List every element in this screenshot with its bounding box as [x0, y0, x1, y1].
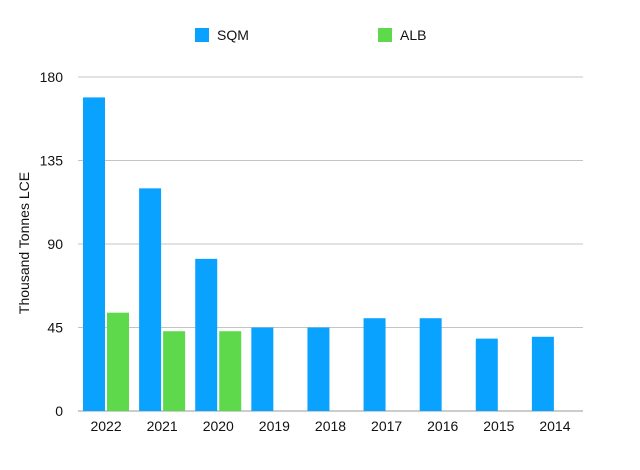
bar-sqm-2015	[475, 338, 498, 411]
x-axis-ticks: 2022 2021 2020 2019 2018 2017 2016 2015 2014	[90, 418, 570, 434]
bar-sqm-2020	[195, 258, 218, 411]
bar-sqm-2016	[419, 318, 442, 411]
bar-sqm-2022	[83, 97, 105, 412]
x-tick-label: 2016	[427, 418, 458, 434]
y-axis-ticks: 0 45 90 135 180	[40, 69, 64, 419]
bar-alb-2020	[219, 331, 242, 411]
bar-sqm-2018	[307, 327, 330, 411]
bar-alb-2022	[107, 312, 129, 411]
bar-sqm-2017	[363, 318, 386, 411]
legend-swatch-sqm	[195, 28, 209, 42]
legend-label-alb: ALB	[400, 27, 426, 43]
bar-sqm-2019	[251, 327, 274, 411]
legend-label-sqm: SQM	[217, 27, 249, 43]
legend: SQM ALB	[195, 27, 426, 43]
x-tick-label: 2021	[147, 418, 178, 434]
x-tick-label: 2014	[539, 418, 570, 434]
gridlines	[78, 76, 583, 412]
x-tick-label: 2018	[315, 418, 346, 434]
y-tick-label: 90	[47, 236, 63, 252]
y-tick-label: 45	[47, 320, 63, 336]
x-tick-label: 2017	[371, 418, 402, 434]
bar-sqm-2014	[531, 336, 554, 411]
legend-swatch-alb	[378, 28, 392, 42]
y-tick-label: 135	[40, 153, 64, 169]
x-tick-label: 2022	[90, 418, 121, 434]
bars	[83, 97, 554, 412]
y-axis-title: Thousand Tonnes LCE	[16, 172, 32, 314]
x-tick-label: 2020	[203, 418, 234, 434]
bar-alb-2021	[163, 331, 186, 411]
y-tick-label: 180	[40, 69, 64, 85]
x-tick-label: 2015	[483, 418, 514, 434]
y-tick-label: 0	[55, 403, 63, 419]
bar-sqm-2021	[139, 188, 162, 411]
x-tick-label: 2019	[259, 418, 290, 434]
